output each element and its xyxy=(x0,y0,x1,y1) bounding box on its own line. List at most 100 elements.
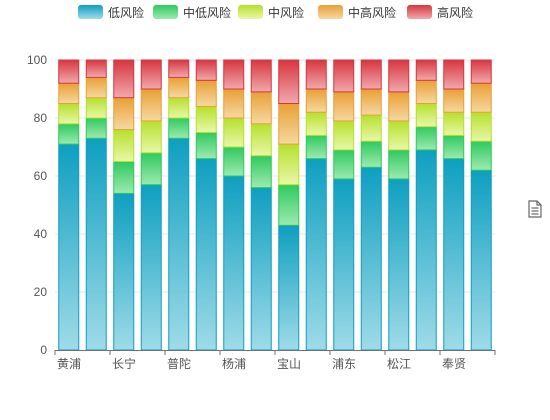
bar-segment xyxy=(58,103,80,125)
bar-segment xyxy=(195,132,217,160)
bar-segment xyxy=(58,59,80,84)
legend-swatch[interactable] xyxy=(78,5,103,19)
bar-segment xyxy=(223,59,245,90)
bar-segment xyxy=(415,126,437,151)
bar-segment xyxy=(443,134,465,160)
bar-segment xyxy=(443,111,465,136)
legend-label[interactable]: 低风险 xyxy=(108,5,144,20)
bar-segment xyxy=(333,59,355,93)
bar-segment xyxy=(113,97,135,131)
legend-label[interactable]: 中低风险 xyxy=(183,5,231,20)
bar-segment xyxy=(85,59,107,78)
bar-segment xyxy=(195,79,217,107)
bar-segment xyxy=(305,88,327,113)
bar-segment xyxy=(58,82,80,104)
bar-segment xyxy=(168,76,190,99)
bar-segment xyxy=(250,187,272,351)
bar-segment xyxy=(278,184,300,226)
bar-segment xyxy=(415,149,437,351)
bar-segment xyxy=(278,103,300,145)
bar-segment xyxy=(140,88,162,122)
bar-segment xyxy=(305,134,327,160)
bar-segment xyxy=(443,158,465,351)
bar-segment xyxy=(443,59,465,90)
bar-segment xyxy=(250,91,272,125)
bar-segment xyxy=(250,59,272,93)
bar-segment xyxy=(415,79,437,105)
bar-segment xyxy=(360,140,382,168)
bar-segment xyxy=(443,88,465,113)
y-tick-label: 60 xyxy=(34,169,48,183)
bar-segment xyxy=(140,59,162,90)
legend-swatch[interactable] xyxy=(153,5,178,19)
bar-segment xyxy=(333,120,355,151)
legend-label[interactable]: 高风险 xyxy=(437,5,473,20)
legend-swatch[interactable] xyxy=(238,5,263,19)
bar-segment xyxy=(168,59,190,78)
bar-segment xyxy=(388,178,410,351)
bar-segment xyxy=(470,111,492,142)
bar-segment xyxy=(278,143,300,186)
bar-segment xyxy=(305,158,327,351)
bar-segment xyxy=(333,91,355,122)
bar-segment xyxy=(113,192,135,351)
bar-segment xyxy=(305,59,327,90)
bar-segment xyxy=(195,158,217,351)
legend-swatch[interactable] xyxy=(407,5,432,19)
bar-segment xyxy=(168,137,190,351)
bar-segment xyxy=(85,76,107,99)
bar-segment xyxy=(223,117,245,148)
bar-segment xyxy=(85,137,107,351)
bar-segment xyxy=(360,166,382,351)
x-tick-label: 普陀 xyxy=(167,356,191,371)
bar-segment xyxy=(223,175,245,351)
bar-segment xyxy=(113,129,135,163)
bar-segment xyxy=(113,161,135,194)
bar-segment xyxy=(415,59,437,81)
bar-segment xyxy=(305,111,327,136)
bar-segment xyxy=(140,152,162,186)
chart-legend[interactable]: 低风险 中低风险 中风险 中高风险 高风险 xyxy=(78,5,473,20)
bar-segment xyxy=(388,120,410,151)
bar-segment xyxy=(113,59,135,99)
x-tick-label: 黄浦 xyxy=(57,357,81,371)
bar-segment xyxy=(470,169,492,351)
bar-segment xyxy=(85,97,107,119)
y-tick-label: 20 xyxy=(34,285,48,299)
bar-segment xyxy=(250,123,272,157)
legend-label[interactable]: 中高风险 xyxy=(348,5,396,20)
y-tick-label: 80 xyxy=(34,111,48,125)
bar-segment xyxy=(333,149,355,180)
x-tick-label: 宝山 xyxy=(277,357,301,371)
bar-segment xyxy=(195,59,217,81)
document-icon[interactable] xyxy=(528,200,542,218)
bar-segment xyxy=(223,146,245,177)
bar-segment xyxy=(388,91,410,122)
bar-segment xyxy=(470,82,492,113)
bar-segment xyxy=(470,59,492,84)
legend-label[interactable]: 中风险 xyxy=(268,5,304,20)
chart-bars xyxy=(58,59,492,351)
y-tick-label: 40 xyxy=(34,227,48,241)
bar-segment xyxy=(278,59,300,104)
x-tick-label: 浦东 xyxy=(332,357,356,371)
bar-segment xyxy=(140,184,162,351)
x-tick-label: 松江 xyxy=(387,357,411,371)
bar-segment xyxy=(470,140,492,171)
bar-segment xyxy=(58,123,80,145)
bar-segment xyxy=(223,88,245,119)
bar-segment xyxy=(333,178,355,351)
bar-segment xyxy=(58,143,80,351)
bar-segment xyxy=(360,88,382,116)
bar-segment xyxy=(360,114,382,142)
x-tick-label: 杨浦 xyxy=(222,356,246,371)
bar-segment xyxy=(85,117,107,139)
legend-swatch[interactable] xyxy=(318,5,343,19)
x-tick-label: 奉贤 xyxy=(442,357,466,371)
bar-segment xyxy=(140,120,162,154)
bar-segment xyxy=(278,224,300,351)
bar-segment xyxy=(360,59,382,90)
bar-segment xyxy=(168,97,190,119)
bar-segment xyxy=(250,155,272,189)
